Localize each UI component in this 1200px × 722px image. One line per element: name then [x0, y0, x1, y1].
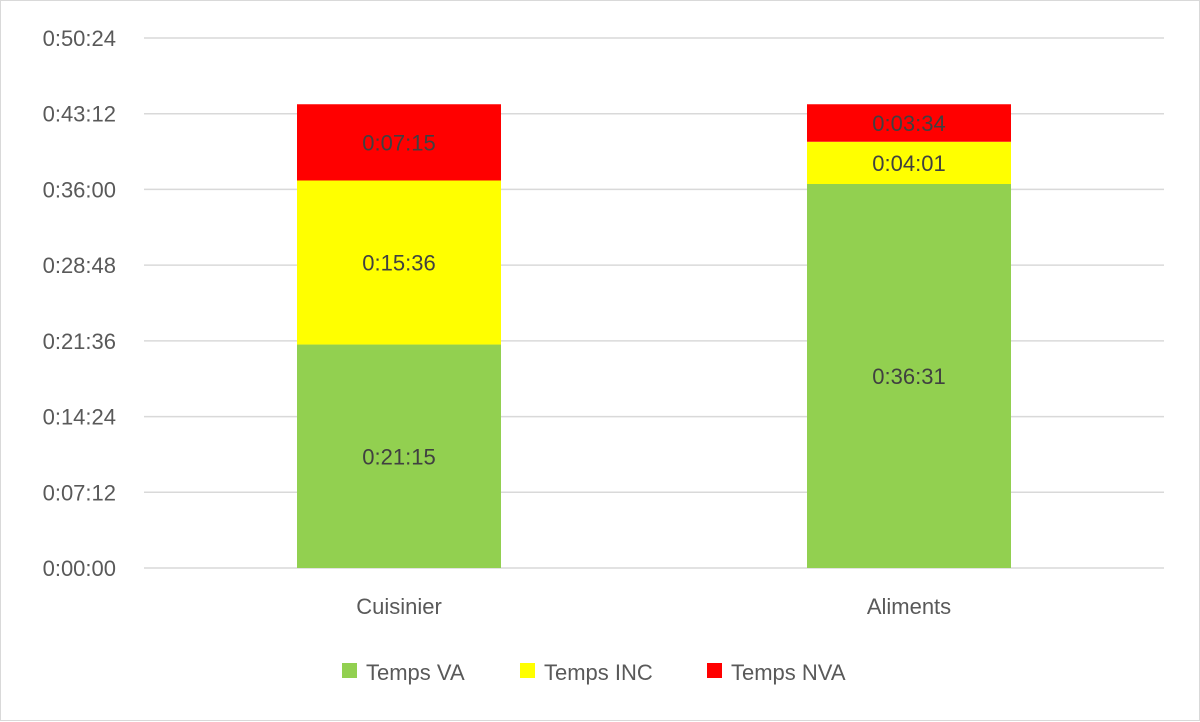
data-label: 0:03:34 — [872, 111, 945, 136]
y-tick-label: 0:00:00 — [43, 556, 116, 581]
y-tick-label: 0:43:12 — [43, 102, 116, 127]
x-category-label: Cuisinier — [356, 594, 442, 619]
y-tick-label: 0:14:24 — [43, 405, 116, 430]
y-tick-label: 0:36:00 — [43, 177, 116, 202]
y-tick-label: 0:50:24 — [43, 26, 116, 51]
y-tick-label: 0:28:48 — [43, 253, 116, 278]
legend-swatch — [342, 663, 357, 678]
legend: Temps VA Temps INC Temps NVA — [342, 660, 846, 685]
data-label: 0:15:36 — [362, 251, 435, 276]
y-axis: 0:00:00 0:07:12 0:14:24 0:21:36 0:28:48 0:36:… — [43, 26, 116, 581]
bars: 0:21:15 0:15:36 0:07:15 0:36:31 0:04:01 0:03:… — [297, 104, 1011, 568]
x-axis: Cuisinier Aliments — [356, 594, 951, 619]
legend-swatch — [520, 663, 535, 678]
y-tick-label: 0:21:36 — [43, 329, 116, 354]
data-label: 0:21:15 — [362, 444, 435, 469]
y-tick-label: 0:07:12 — [43, 480, 116, 505]
legend-label: Temps INC — [544, 660, 653, 685]
data-label: 0:36:31 — [872, 364, 945, 389]
legend-label: Temps VA — [366, 660, 465, 685]
data-label: 0:04:01 — [872, 151, 945, 176]
data-label: 0:07:15 — [362, 130, 435, 155]
legend-label: Temps NVA — [731, 660, 846, 685]
legend-swatch — [707, 663, 722, 678]
x-category-label: Aliments — [867, 594, 951, 619]
